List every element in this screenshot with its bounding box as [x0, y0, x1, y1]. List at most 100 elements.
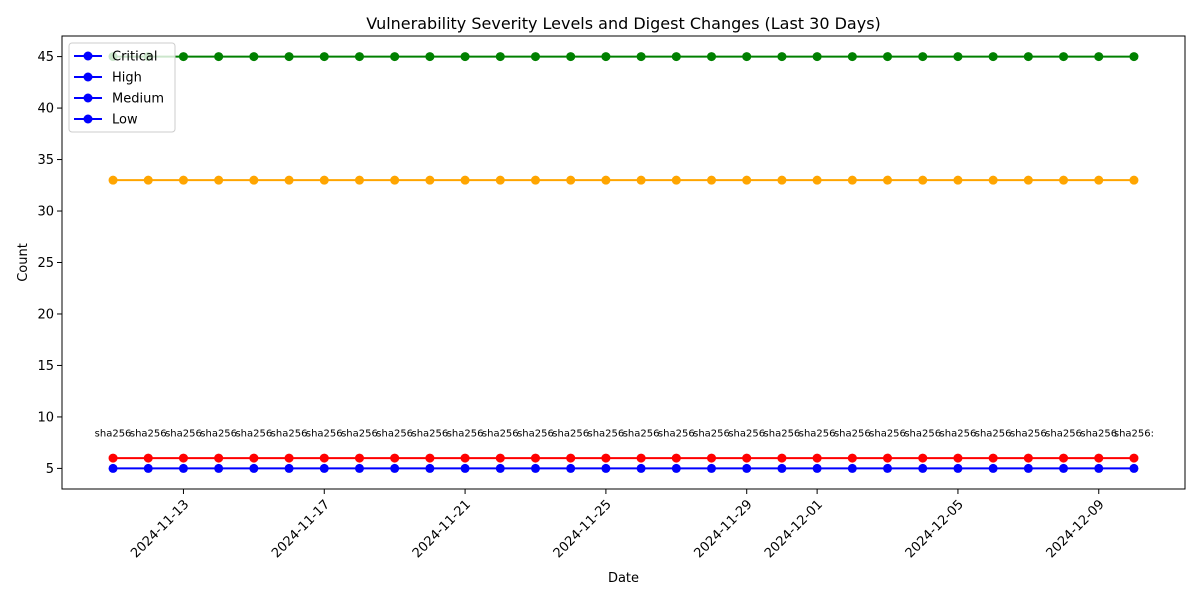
data-point [178, 453, 188, 463]
data-point [319, 175, 329, 185]
data-point [707, 175, 717, 185]
data-point [883, 463, 893, 473]
data-point [495, 175, 505, 185]
data-point [354, 175, 364, 185]
data-point [742, 453, 752, 463]
digest-annotation: sha256 [165, 428, 202, 439]
data-point [777, 453, 787, 463]
data-point [425, 175, 435, 185]
data-point [460, 463, 470, 473]
digest-annotation: sha256 [235, 428, 272, 439]
data-point [460, 453, 470, 463]
data-point [214, 463, 224, 473]
data-point [883, 175, 893, 185]
data-point [988, 175, 998, 185]
data-point [1094, 453, 1104, 463]
legend-label: High [112, 71, 142, 86]
digest-annotation: sha256 [1080, 428, 1117, 439]
legend-item-critical: Critical [74, 50, 157, 65]
data-point [601, 453, 611, 463]
legend-marker [83, 93, 93, 103]
data-point [530, 175, 540, 185]
digest-annotation: sha256 [95, 428, 132, 439]
data-point [1059, 463, 1069, 473]
y-tick-label: 40 [37, 102, 54, 117]
data-point [143, 453, 153, 463]
y-axis-label: Count [16, 243, 31, 282]
data-point [777, 175, 787, 185]
digest-annotation: sha256 [200, 428, 237, 439]
data-point [425, 453, 435, 463]
data-point [953, 52, 963, 62]
digest-annotation: sha256 [1045, 428, 1082, 439]
data-point [918, 52, 928, 62]
x-tick-label: 2024-12-01 [762, 497, 826, 561]
series-low [108, 463, 1139, 473]
data-point [812, 52, 822, 62]
legend-box [68, 42, 176, 133]
data-point [566, 453, 576, 463]
data-point [566, 52, 576, 62]
y-tick-label: 35 [37, 153, 54, 168]
data-point [601, 463, 611, 473]
data-point [1129, 175, 1139, 185]
y-tick-label: 25 [37, 256, 54, 271]
data-point [777, 52, 787, 62]
data-point [1094, 52, 1104, 62]
chart-title: Vulnerability Severity Levels and Digest… [366, 14, 881, 33]
legend-item-low: Low [74, 113, 138, 128]
data-point [530, 453, 540, 463]
data-point [707, 453, 717, 463]
data-point [1023, 463, 1033, 473]
data-point [883, 52, 893, 62]
x-axis-label: Date [608, 571, 639, 586]
data-point [390, 453, 400, 463]
data-point [249, 463, 259, 473]
data-point [390, 175, 400, 185]
digest-annotation: sha256 [306, 428, 343, 439]
data-point [1129, 453, 1139, 463]
legend-label: Low [112, 113, 138, 128]
data-point [284, 463, 294, 473]
x-tick-label: 2024-12-09 [1044, 497, 1108, 561]
digest-annotation: sha256 [940, 428, 977, 439]
data-point [108, 175, 118, 185]
y-tick-label: 20 [37, 307, 54, 322]
data-point [249, 453, 259, 463]
data-point [601, 52, 611, 62]
data-point [953, 453, 963, 463]
data-point [1059, 52, 1069, 62]
y-tick-label: 45 [37, 50, 54, 65]
data-point [214, 453, 224, 463]
data-point [495, 453, 505, 463]
data-point [214, 52, 224, 62]
data-point [284, 175, 294, 185]
data-point [425, 52, 435, 62]
data-point [988, 52, 998, 62]
data-point [742, 52, 752, 62]
data-point [460, 52, 470, 62]
data-point [812, 175, 822, 185]
data-point [1023, 52, 1033, 62]
data-point [636, 175, 646, 185]
x-tick-label: 2024-11-29 [692, 497, 756, 561]
x-tick-label: 2024-11-25 [551, 497, 615, 561]
data-point [988, 453, 998, 463]
data-point [777, 463, 787, 473]
data-point [143, 175, 153, 185]
digest-annotation: sha256 [447, 428, 484, 439]
digest-annotation: sha256 [764, 428, 801, 439]
digest-annotation: sha256 [588, 428, 625, 439]
data-point [319, 453, 329, 463]
data-point [918, 175, 928, 185]
data-point [1059, 453, 1069, 463]
legend: Critical High Medium Low [68, 42, 176, 133]
data-point [354, 52, 364, 62]
plot-area: sha256sha256sha256sha256sha256sha256sha2… [95, 52, 1154, 473]
data-point [1094, 175, 1104, 185]
data-point [284, 52, 294, 62]
data-point [566, 175, 576, 185]
data-point [1129, 52, 1139, 62]
digest-annotation: sha256 [341, 428, 378, 439]
